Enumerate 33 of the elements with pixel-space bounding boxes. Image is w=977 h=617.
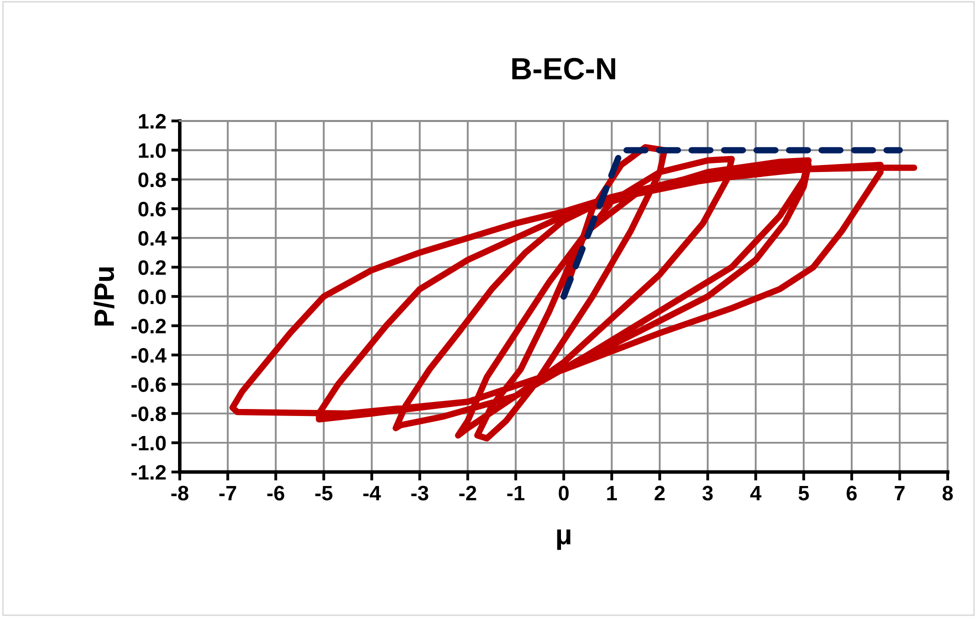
x-tick-label: 4 [750,486,762,500]
x-tick-label: 2 [654,486,665,500]
x-tick-label: -7 [219,486,236,500]
y-tick-label: -0.6 [131,377,166,392]
chart-title: B-EC-N [512,58,616,80]
x-tick-label: 0 [558,486,569,500]
y-tick-label: -1.2 [131,465,166,480]
x-tick-label: -5 [315,486,332,500]
y-tick-label: 0.0 [138,289,166,304]
y-axis-title: P/Pu [94,267,114,326]
x-tick-label: -8 [171,486,188,500]
y-tick-label: -0.8 [131,406,166,422]
x-tick-label: -2 [459,486,476,500]
x-tick-label: 1 [607,486,617,500]
y-tick-label: 1.0 [138,143,166,158]
y-tick-label: 0.8 [138,172,166,188]
x-tick-label: 8 [942,486,953,500]
x-tick-label: 5 [798,486,809,500]
x-tick-label: -3 [411,486,428,501]
y-tick-label: 0.2 [138,260,166,275]
x-tick-label: 7 [894,486,905,500]
y-tick-label: 0.4 [138,230,166,246]
y-tick-label: -0.2 [131,318,166,334]
y-tick-label: -1.0 [131,436,166,451]
x-tick-label: -6 [267,486,284,500]
x-axis-title: μ [557,530,570,550]
x-tick-label: -4 [363,486,381,500]
x-tick-label: 3 [702,486,713,501]
x-tick-label: -1 [507,486,524,500]
x-tick-label: 6 [846,486,857,500]
y-tick-label: 0.6 [138,202,166,216]
y-tick-label: -0.4 [131,348,166,363]
y-tick-label: 1.2 [138,114,166,128]
